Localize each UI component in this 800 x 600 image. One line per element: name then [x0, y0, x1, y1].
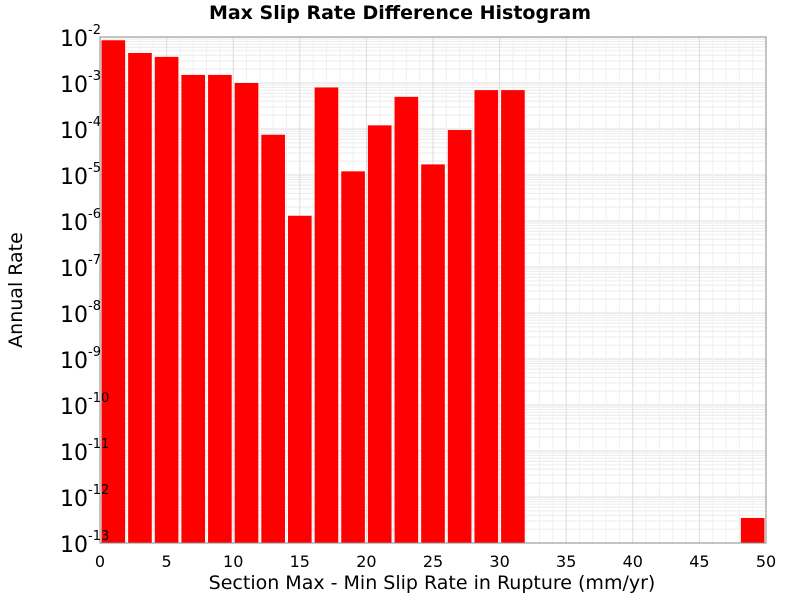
y-tick-labels: 10-2 10-3 10-4 10-5 10-6 10-7 10-8 10-9 10-10 10-…: [60, 23, 109, 558]
histogram-bar: [101, 40, 126, 543]
histogram-bar: [208, 74, 232, 543]
histogram-bar: [234, 83, 259, 543]
y-tick-label: 10-10: [60, 391, 109, 420]
histogram-bar: [341, 171, 365, 543]
x-axis-label: Section Max - Min Slip Rate in Rupture (…: [208, 572, 656, 594]
histogram-bars: [101, 40, 765, 544]
y-tick-label: 10-3: [60, 69, 101, 98]
y-tick-label: 10-9: [60, 345, 101, 374]
y-tick-label: 10-7: [60, 253, 101, 282]
x-tick-labels: 0 5 10 15 20 25 30 35 40 45 50: [95, 552, 776, 571]
x-tick-label: 25: [423, 552, 443, 571]
x-tick-label: 35: [556, 552, 576, 571]
histogram-bar: [394, 96, 419, 543]
chart-title: Max Slip Rate Difference Histogram: [208, 2, 592, 24]
x-tick-label: 45: [689, 552, 709, 571]
histogram-bar: [287, 215, 312, 543]
histogram-bar: [154, 56, 179, 543]
histogram-bar: [367, 125, 392, 543]
y-tick-label: 10-6: [60, 207, 101, 236]
x-tick-label: 50: [756, 552, 776, 571]
y-tick-label: 10-5: [60, 161, 101, 190]
y-tick-label: 10-4: [60, 115, 101, 144]
x-tick-label: 10: [223, 552, 243, 571]
x-tick-label: 20: [356, 552, 376, 571]
histogram-bar: [740, 517, 765, 543]
histogram-bar: [261, 134, 285, 543]
y-tick-label: 10-8: [60, 299, 101, 328]
x-tick-label: 30: [489, 552, 509, 571]
x-tick-label: 40: [623, 552, 643, 571]
histogram-bar: [314, 87, 339, 544]
plot-area-frame: [99, 36, 767, 544]
x-tick-label: 15: [290, 552, 310, 571]
x-tick-label: 5: [162, 552, 172, 571]
histogram-bar: [501, 90, 525, 543]
histogram-bar: [128, 52, 152, 544]
histogram-bar: [474, 90, 499, 543]
y-tick-label: 10-11: [60, 437, 109, 466]
y-tick-label: 10-2: [60, 23, 101, 52]
y-tick-label: 10-12: [60, 483, 109, 512]
histogram-bar: [421, 164, 445, 543]
y-tick-label: 10-13: [60, 529, 109, 558]
histogram-bar: [447, 130, 472, 543]
x-tick-label: 0: [95, 552, 105, 571]
histogram-bar: [181, 74, 206, 543]
